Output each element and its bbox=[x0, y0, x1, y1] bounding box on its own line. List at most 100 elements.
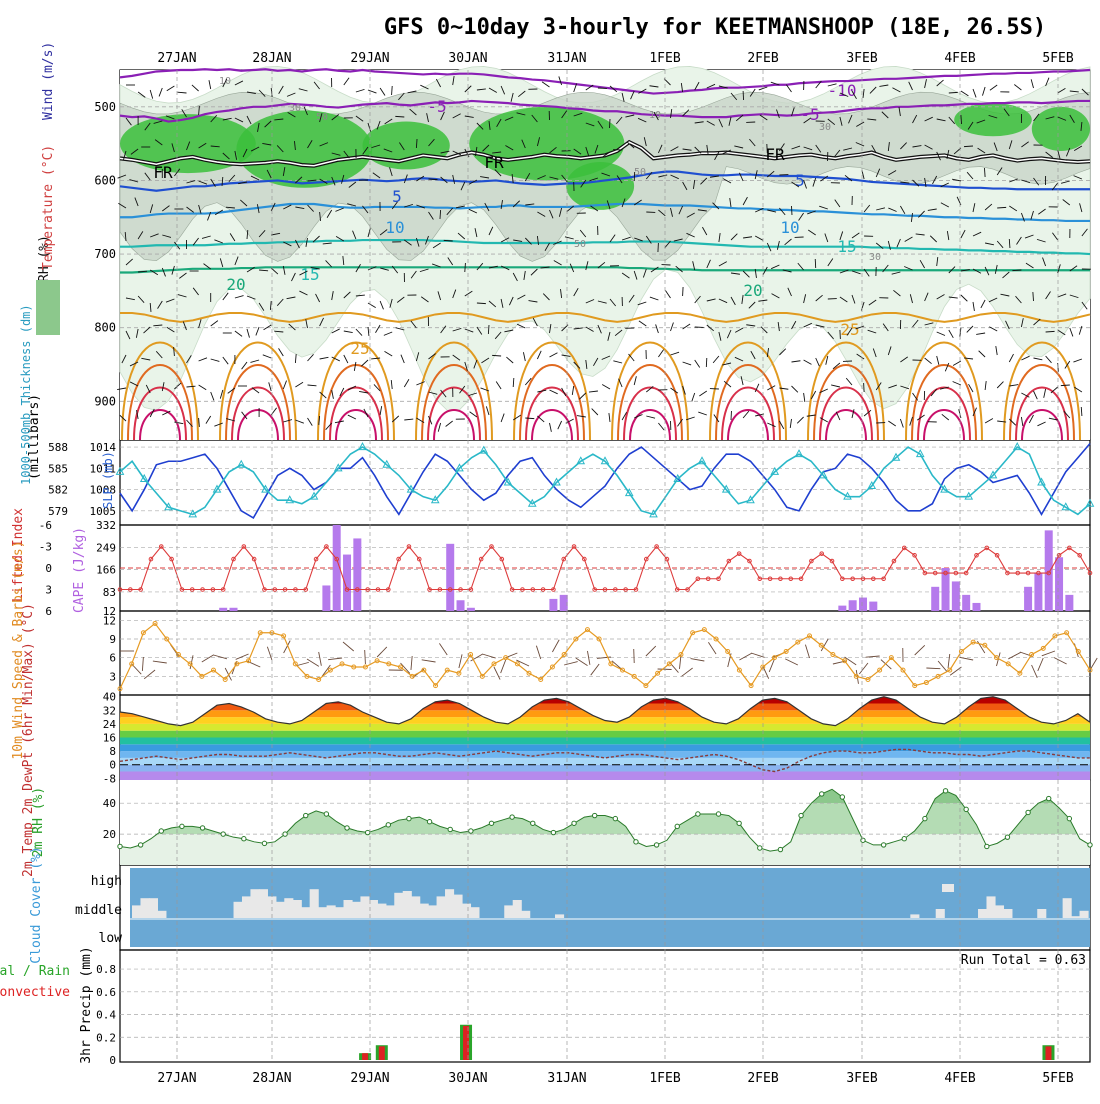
panel-frame-slp bbox=[120, 440, 1090, 525]
wind-barb-10m bbox=[142, 657, 143, 671]
isotherm-label: -10 bbox=[828, 81, 857, 100]
cloud-middle-bar bbox=[360, 896, 369, 918]
wind-barb-10m bbox=[591, 664, 599, 675]
wind-barb bbox=[961, 115, 962, 124]
rh-marker bbox=[386, 823, 390, 827]
isotherm-label: 10 bbox=[780, 218, 799, 237]
rh-marker bbox=[489, 821, 493, 825]
rh-marker bbox=[592, 813, 596, 817]
panel-frame-wind bbox=[120, 611, 1090, 695]
rh-label: 30 bbox=[869, 252, 881, 263]
wind-legend-label: Wind (m/s) bbox=[41, 42, 56, 120]
cape-bar bbox=[859, 598, 867, 611]
cloud-middle-bar bbox=[344, 900, 353, 918]
rh-marker bbox=[159, 829, 163, 833]
temp-band bbox=[120, 738, 1090, 745]
rh-marker bbox=[820, 792, 824, 796]
precip-tick: 0.6 bbox=[96, 986, 116, 999]
precip-tick: 0.4 bbox=[96, 1009, 116, 1022]
cloud-middle-bar bbox=[978, 909, 987, 918]
wind-barb bbox=[392, 86, 393, 95]
cape-bar bbox=[1034, 573, 1042, 611]
wind-barb-10m bbox=[213, 655, 226, 659]
cape-axis-label: CAPE (J/kg) bbox=[72, 527, 87, 613]
cloud-middle-bar bbox=[386, 905, 395, 918]
cloud-middle-bar bbox=[504, 905, 513, 918]
wind-barb-10m bbox=[328, 658, 342, 660]
wind-barb-10m bbox=[1038, 658, 1043, 671]
rh-legend-swatch bbox=[36, 280, 60, 335]
date-label-top: 2FEB bbox=[747, 51, 778, 66]
cloud-middle-bar bbox=[327, 905, 336, 918]
isotherm-label: 25 bbox=[350, 339, 369, 358]
cape-tick: 83 bbox=[103, 586, 116, 599]
wind-barb-10m bbox=[1032, 665, 1038, 678]
rh-marker bbox=[365, 830, 369, 834]
precip-axis-label: 3hr Precip (mm) bbox=[79, 946, 94, 1063]
cape-bar bbox=[549, 599, 557, 611]
precip-convective-bar bbox=[1045, 1046, 1051, 1060]
wind-barb-10m bbox=[948, 654, 950, 668]
cloud-middle-bar bbox=[284, 898, 293, 918]
wind-speed-line bbox=[120, 623, 1090, 688]
wind-barb-10m bbox=[959, 657, 973, 660]
cape-bar bbox=[849, 600, 857, 611]
cloud-middle-bar bbox=[453, 895, 462, 918]
cloud-middle-bar bbox=[521, 911, 530, 918]
rh-marker bbox=[861, 838, 865, 842]
cloud-middle-bar bbox=[318, 907, 327, 918]
rh-marker bbox=[1088, 843, 1092, 847]
wind-barb bbox=[513, 378, 514, 387]
isotherm-label: 20 bbox=[743, 281, 762, 300]
cape-bar bbox=[931, 587, 939, 611]
cloud-middle-bar bbox=[335, 907, 344, 918]
wind-barb-10m bbox=[1054, 658, 1066, 664]
panels: 27JAN27JAN28JAN28JAN29JAN29JAN30JAN30JAN… bbox=[0, 42, 1097, 1086]
date-label-bottom: 31JAN bbox=[547, 1071, 586, 1086]
temp-band bbox=[120, 772, 1090, 781]
cloud-middle-bar bbox=[1063, 898, 1072, 918]
wind-barb bbox=[949, 92, 958, 93]
wind-barb-10m bbox=[751, 653, 764, 657]
rh-tick: 40 bbox=[103, 797, 116, 810]
wind-barb bbox=[1033, 292, 1034, 301]
wind-barb bbox=[429, 179, 438, 180]
isotherm-label: FR bbox=[484, 153, 504, 172]
cloud-middle-bar bbox=[157, 911, 166, 918]
rh-marker bbox=[304, 813, 308, 817]
pressure-tick: 600 bbox=[94, 173, 116, 187]
cape-tick: 249 bbox=[96, 541, 116, 554]
cape-bar bbox=[1045, 530, 1053, 611]
temp-tick: 16 bbox=[103, 732, 116, 745]
cloud-middle-bar bbox=[259, 889, 268, 918]
rh-marker bbox=[242, 837, 246, 841]
lifted-tick: 6 bbox=[45, 605, 52, 618]
date-label-top: 27JAN bbox=[157, 51, 196, 66]
cloud-middle-bar bbox=[301, 907, 310, 918]
rh-marker bbox=[1026, 810, 1030, 814]
wind-barb-10m bbox=[459, 654, 462, 668]
cape-tick: 332 bbox=[96, 519, 116, 532]
wind-barb bbox=[477, 303, 486, 304]
rh-label: 10 bbox=[649, 110, 661, 121]
wind-barb-10m bbox=[494, 667, 500, 680]
temp-band bbox=[120, 724, 1090, 731]
cloud-middle-bar bbox=[234, 902, 243, 918]
rh-marker bbox=[778, 847, 782, 851]
wind-barb bbox=[525, 418, 534, 419]
wind-barb-10m bbox=[564, 662, 578, 665]
date-label-top: 5FEB bbox=[1042, 51, 1073, 66]
temp-bands bbox=[120, 695, 1090, 780]
slp-axis-label: SLP (mb) bbox=[101, 451, 115, 509]
rh-marker bbox=[138, 843, 142, 847]
cloud-middle-bar bbox=[555, 914, 564, 918]
cloud-middle-bar bbox=[377, 904, 386, 918]
lifted-tick: 0 bbox=[45, 562, 52, 575]
wind-barb bbox=[1081, 407, 1082, 416]
cape-bar bbox=[1055, 557, 1063, 611]
cape-bar bbox=[869, 602, 877, 611]
wind-barb-10m bbox=[938, 661, 947, 672]
cloud-middle-bar bbox=[276, 902, 285, 918]
wind-tick: 3 bbox=[109, 670, 116, 683]
